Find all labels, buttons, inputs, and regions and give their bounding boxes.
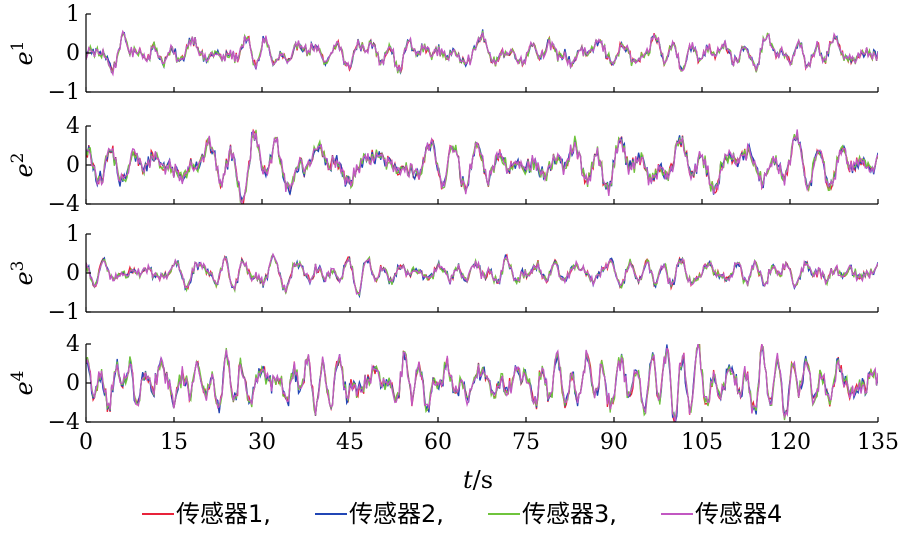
series-line-3	[86, 129, 878, 204]
y-axis-label-sup: 3	[8, 260, 28, 271]
x-tick-label: 60	[424, 430, 452, 455]
series-line-4	[86, 129, 878, 204]
legend-label-1: 传感器1,	[176, 500, 271, 528]
series-line-4	[86, 252, 878, 295]
series-line-1	[86, 128, 878, 204]
x-tick-label: 135	[857, 430, 899, 455]
x-tick-label: 15	[160, 430, 188, 455]
y-axis-label-sup: 2	[8, 152, 28, 163]
y-axis-label-sup: 4	[8, 370, 28, 381]
x-axis-label-var: t	[463, 466, 473, 494]
x-axis-label: t/s	[463, 466, 493, 494]
y-tick-label: 1	[66, 222, 80, 247]
y-tick-label: −4	[48, 410, 80, 435]
x-tick-label: 105	[681, 430, 723, 455]
x-tick-label: 0	[79, 430, 93, 455]
x-tick-label: 90	[600, 430, 628, 455]
y-tick-label: 0	[66, 261, 80, 286]
legend-label-4: 传感器4	[695, 500, 782, 528]
x-tick-label: 120	[769, 430, 811, 455]
y-axis-label-base: e	[10, 51, 38, 65]
y-axis-label: e1	[8, 40, 38, 65]
x-tick-label: 75	[512, 430, 540, 455]
y-tick-label: 4	[66, 114, 80, 139]
y-axis-label: e4	[8, 370, 38, 395]
y-tick-label: 0	[66, 153, 80, 178]
y-tick-label: 0	[66, 41, 80, 66]
y-tick-label: 4	[66, 332, 80, 357]
x-axis-label-unit: /s	[473, 466, 493, 494]
y-tick-label: −4	[48, 192, 80, 217]
y-axis-label: e3	[8, 260, 38, 285]
panel-2: −4 0 4 e2	[8, 114, 879, 217]
legend-label-3: 传感器3,	[522, 500, 617, 528]
y-axis-label-base: e	[10, 271, 38, 285]
y-tick-label: −1	[48, 300, 80, 325]
y-tick-label: 0	[66, 371, 80, 396]
series-line-3	[86, 30, 878, 75]
series-line-4	[86, 344, 878, 422]
y-tick-label: −1	[48, 80, 80, 105]
panel-3: −1 0 1 e3	[8, 222, 879, 325]
x-tick-label: 45	[336, 430, 364, 455]
x-tick-label: 30	[248, 430, 276, 455]
y-axis-label-base: e	[10, 163, 38, 177]
y-axis-label: e2	[8, 152, 38, 177]
y-tick-label: 1	[66, 2, 80, 27]
series-line-4	[86, 29, 878, 77]
y-axis-label-base: e	[10, 381, 38, 395]
legend-label-2: 传感器2,	[349, 500, 444, 528]
y-axis-label-sup: 1	[8, 40, 28, 51]
series-line-2	[86, 131, 878, 201]
legend: 传感器1, 传感器2, 传感器3, 传感器4	[142, 500, 782, 528]
